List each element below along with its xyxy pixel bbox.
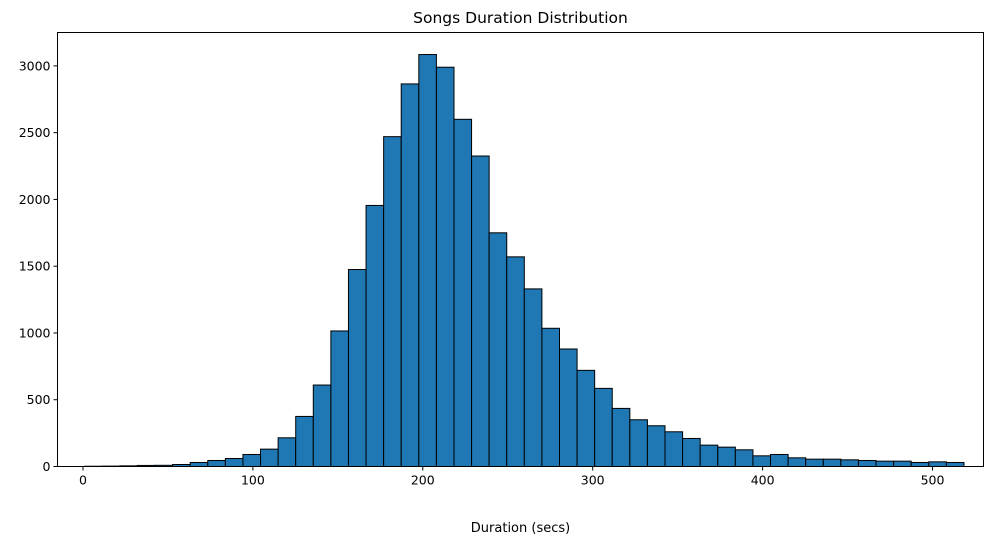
histogram-bar xyxy=(189,461,209,467)
histogram-bar xyxy=(928,461,947,467)
histogram-bar xyxy=(752,455,772,468)
histogram-bar xyxy=(295,415,314,468)
histogram-bar xyxy=(207,459,226,467)
histogram-bar xyxy=(910,461,930,467)
histogram-bar xyxy=(400,83,420,467)
histogram-bar xyxy=(242,453,262,468)
histogram-bar xyxy=(770,453,789,468)
histogram-bar xyxy=(365,204,385,467)
histogram-bar xyxy=(611,407,631,468)
histogram-bar xyxy=(893,460,912,468)
y-tick-label: 2500 xyxy=(19,125,51,140)
histogram-bar xyxy=(558,348,578,467)
x-axis-ticks: 0 100 200 300 400 500 xyxy=(79,466,945,488)
histogram-bar xyxy=(857,459,877,467)
histogram-bar xyxy=(682,437,701,467)
y-tick-label: 500 xyxy=(27,392,51,407)
x-tick-label: 100 xyxy=(241,473,265,488)
x-tick-label: 400 xyxy=(751,473,775,488)
x-axis-label: Duration (secs) xyxy=(471,521,570,536)
histogram-bar xyxy=(435,66,455,467)
x-tick-label: 0 xyxy=(79,473,87,488)
histogram-bar xyxy=(453,118,473,468)
histogram-bar xyxy=(717,446,736,468)
histogram-bar xyxy=(541,327,560,468)
histogram-bar xyxy=(312,384,332,468)
bars-group xyxy=(84,54,965,468)
histogram-bar xyxy=(523,288,543,468)
y-tick-label: 1500 xyxy=(19,259,51,274)
y-tick-label: 2000 xyxy=(19,192,51,207)
histogram-bar xyxy=(787,457,807,468)
histogram-bar xyxy=(277,437,297,468)
histogram-bar xyxy=(224,457,244,467)
histogram-bar xyxy=(629,419,648,468)
histogram-bar xyxy=(488,232,508,467)
y-tick-label: 3000 xyxy=(19,58,51,73)
histogram-bar xyxy=(822,458,842,468)
histogram-bar xyxy=(506,256,525,467)
histogram-bar xyxy=(383,136,402,467)
histogram-bar xyxy=(734,449,754,467)
histogram-bar xyxy=(646,425,666,467)
histogram-bar xyxy=(418,54,437,467)
histogram-bar xyxy=(260,448,279,468)
histogram-bar xyxy=(471,155,490,468)
histogram-bar xyxy=(330,330,349,467)
histogram-bar xyxy=(664,431,684,467)
x-tick-label: 200 xyxy=(411,473,435,488)
histogram-bar xyxy=(699,444,719,468)
histogram-bar xyxy=(840,459,859,468)
histogram-bar xyxy=(576,369,596,468)
x-tick-label: 300 xyxy=(581,473,605,488)
y-tick-label: 1000 xyxy=(19,325,51,340)
histogram-bar xyxy=(805,458,824,468)
y-axis-ticks: 0 500 1000 1500 2000 2500 3000 xyxy=(19,58,58,474)
histogram-bar xyxy=(347,269,367,467)
histogram-bar xyxy=(594,387,613,468)
x-tick-label: 500 xyxy=(921,473,945,488)
chart-title: Songs Duration Distribution xyxy=(413,9,628,27)
histogram-bar xyxy=(945,461,965,467)
histogram-bar xyxy=(875,460,895,468)
plot-frame xyxy=(57,32,984,467)
y-tick-label: 0 xyxy=(43,459,51,474)
